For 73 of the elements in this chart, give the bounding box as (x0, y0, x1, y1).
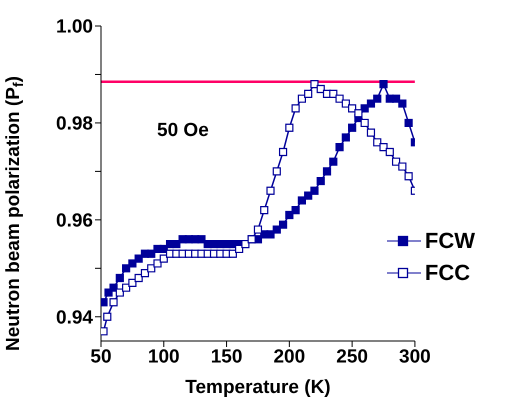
point (103, 312, 112, 321)
point (366, 128, 376, 137)
point (285, 124, 294, 132)
point (122, 264, 130, 272)
point (392, 158, 400, 166)
x-tick-label: 200 (273, 346, 306, 368)
point (134, 254, 143, 263)
point (134, 274, 143, 282)
point (101, 327, 108, 336)
legend-label: FCC (424, 260, 470, 286)
point (272, 167, 281, 176)
x-tick-label: 50 (90, 346, 112, 368)
annotation: 50 Oe (157, 120, 209, 142)
point (197, 235, 206, 244)
point (122, 284, 130, 292)
point (109, 284, 118, 292)
point (101, 298, 108, 306)
point (116, 274, 124, 282)
point (373, 138, 382, 146)
point (292, 206, 300, 214)
point (278, 220, 288, 229)
point (335, 94, 344, 103)
point (329, 90, 338, 98)
point (392, 94, 400, 103)
point (342, 133, 350, 142)
point (329, 158, 338, 166)
y-tick-label: 0.98 (56, 114, 93, 135)
point (360, 118, 369, 128)
point (379, 143, 388, 152)
point (316, 84, 325, 94)
point (404, 172, 413, 180)
point (298, 94, 306, 103)
point (304, 90, 312, 98)
point (278, 148, 288, 156)
point (354, 109, 363, 118)
point (147, 250, 156, 258)
point (109, 298, 118, 306)
point (386, 148, 394, 156)
point (373, 94, 382, 103)
y-tick-label: 0.96 (56, 210, 93, 232)
point (398, 99, 406, 108)
point (116, 288, 124, 297)
point (398, 162, 406, 171)
point (266, 186, 275, 195)
point (160, 254, 168, 263)
x-tick-label: 150 (210, 346, 242, 368)
point (310, 186, 319, 195)
point (272, 225, 281, 234)
point (228, 250, 237, 258)
point (304, 192, 312, 200)
point (285, 210, 294, 220)
point (140, 269, 150, 278)
point (172, 240, 180, 248)
legend-label: FCW (424, 228, 475, 254)
point (147, 264, 156, 272)
point (128, 278, 136, 287)
point (342, 99, 350, 108)
point (379, 80, 388, 88)
point (335, 143, 344, 152)
point (322, 167, 332, 176)
x-tick-label: 250 (336, 346, 368, 368)
point (310, 80, 319, 88)
point (404, 118, 413, 128)
point (348, 124, 356, 132)
y-tick-label: 0.94 (56, 308, 94, 329)
point (292, 104, 300, 112)
x-tick-label: 300 (399, 346, 431, 368)
point (316, 176, 325, 186)
x-axis-title: Temperature (K) (185, 377, 331, 398)
x-tick-label: 100 (148, 346, 180, 368)
y-tick-label: 1.00 (56, 16, 93, 38)
point (254, 225, 262, 234)
point (260, 206, 268, 214)
